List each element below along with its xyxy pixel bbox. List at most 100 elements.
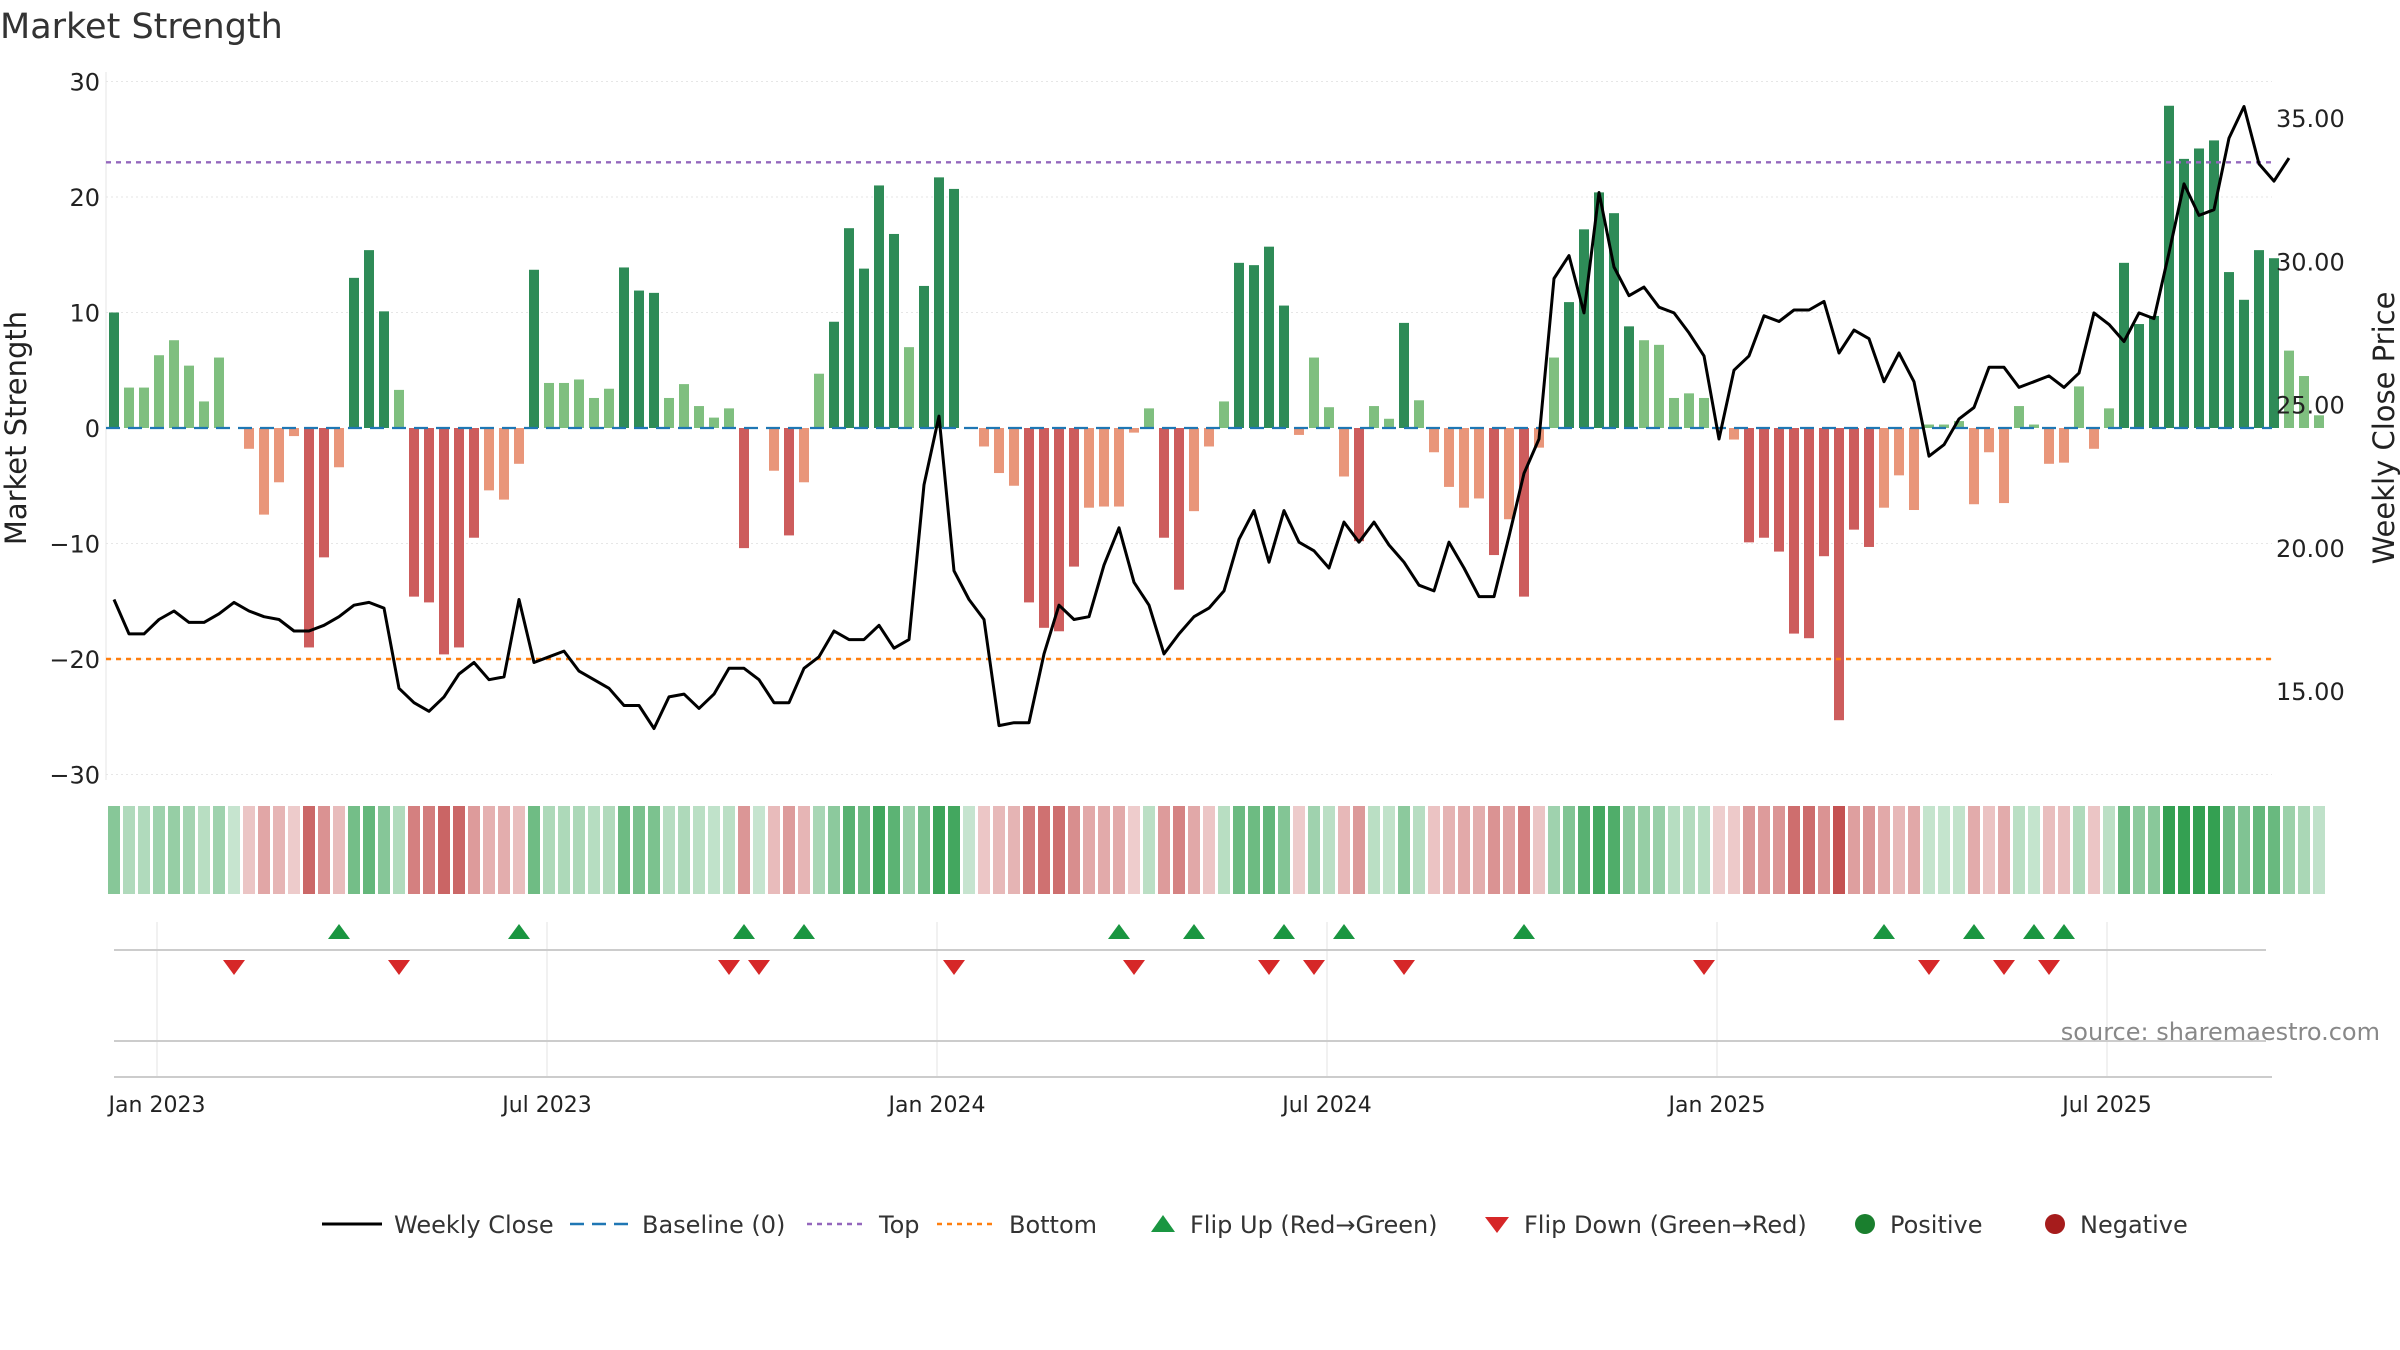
strength-bar — [2209, 140, 2219, 428]
strength-bar — [169, 340, 179, 428]
legend-label: Negative — [2080, 1211, 2188, 1239]
strength-bar — [2074, 386, 2084, 428]
strength-bar — [1279, 305, 1289, 428]
heat-cell — [1728, 806, 1740, 894]
heat-cell — [978, 806, 990, 894]
strength-bar — [949, 188, 959, 428]
heat-cell — [2253, 806, 2265, 894]
heat-cell — [2133, 806, 2145, 894]
heat-cell — [2283, 806, 2295, 894]
strength-bar — [1969, 428, 1979, 505]
heat-cell — [2193, 806, 2205, 894]
source-credit: source: sharemaestro.com — [2061, 1018, 2380, 1046]
heat-cell — [1548, 806, 1560, 894]
flip-down-marker — [2038, 960, 2060, 975]
heat-cell — [2058, 806, 2070, 894]
heat-cell — [948, 806, 960, 894]
heat-cell — [318, 806, 330, 894]
heat-cell — [1848, 806, 1860, 894]
strength-bar — [1024, 428, 1034, 603]
strength-bar — [1774, 428, 1784, 552]
flip-up-marker — [1873, 924, 1895, 939]
strength-bar — [484, 428, 494, 491]
heat-cell — [393, 806, 405, 894]
legend-label: Weekly Close — [394, 1211, 554, 1239]
date-axis: Jan 2023 Jul 2023 Jan 2024 Jul 2024 Jan 2025… — [107, 1040, 2272, 1118]
strength-bar — [2014, 406, 2024, 428]
strength-bar — [2044, 428, 2054, 464]
heat-cell — [828, 806, 840, 894]
heat-cell — [363, 806, 375, 894]
heat-cell — [1938, 806, 1950, 894]
flip-up-marker — [1333, 924, 1355, 939]
strength-bar — [349, 277, 359, 428]
strength-bar — [1054, 428, 1064, 632]
flip-up-marker — [1183, 924, 1205, 939]
flip-down-marker — [1918, 960, 1940, 975]
strength-bar — [2284, 350, 2294, 428]
date-tick-label: Jan 2023 — [107, 1093, 206, 1118]
flip-up-marker — [508, 924, 530, 939]
strength-bar — [634, 290, 644, 428]
strength-bar — [1924, 424, 1934, 428]
left-tick-label: −10 — [49, 531, 100, 559]
flip-up-marker — [1963, 924, 1985, 939]
heat-cell — [1593, 806, 1605, 894]
left-axis-label: Market Strength — [0, 311, 33, 545]
heat-cell — [108, 806, 120, 894]
strength-bar — [904, 347, 914, 428]
heat-cell — [1413, 806, 1425, 894]
heat-cell — [543, 806, 555, 894]
heat-cell — [243, 806, 255, 894]
strength-bar — [1759, 428, 1769, 538]
strength-bar — [394, 389, 404, 428]
heat-cell — [1383, 806, 1395, 894]
heat-cell — [648, 806, 660, 894]
heat-cell — [1488, 806, 1500, 894]
heat-cell — [963, 806, 975, 894]
legend-item-top: Top — [807, 1211, 920, 1239]
chart-title: Market Strength — [0, 7, 283, 47]
strength-bar — [334, 428, 344, 468]
heat-cell — [1368, 806, 1380, 894]
strength-bar — [1939, 424, 1949, 428]
strength-bar — [214, 357, 224, 428]
heat-cell — [708, 806, 720, 894]
strength-bar — [919, 285, 929, 428]
flip-down-marker — [748, 960, 770, 975]
strength-bar — [274, 428, 284, 483]
strength-bar — [544, 382, 554, 428]
heat-cell — [333, 806, 345, 894]
strength-bar — [829, 321, 839, 428]
flip-down-marker — [1258, 960, 1280, 975]
heat-cell — [1113, 806, 1125, 894]
heat-cell — [1128, 806, 1140, 894]
date-tick-label: Jul 2024 — [1280, 1093, 1372, 1118]
right-axis-ticks: 35.00 30.00 25.00 20.00 15.00 — [2276, 105, 2345, 706]
heat-cell — [1218, 806, 1230, 894]
flip-up-marker — [1273, 924, 1295, 939]
heat-cell — [423, 806, 435, 894]
heat-cell — [1098, 806, 1110, 894]
heat-cell — [123, 806, 135, 894]
heat-cell — [1758, 806, 1770, 894]
heat-cell — [408, 806, 420, 894]
heat-cell — [888, 806, 900, 894]
strength-bar — [409, 428, 419, 597]
flip-down-marker — [1693, 960, 1715, 975]
left-tick-label: 0 — [85, 415, 100, 443]
heat-cell — [1053, 806, 1065, 894]
heat-cell — [273, 806, 285, 894]
heat-cell — [2208, 806, 2220, 894]
heat-cell — [633, 806, 645, 894]
strength-bar — [604, 388, 614, 428]
strength-bar — [1999, 428, 2009, 504]
left-tick-label: 30 — [69, 69, 100, 97]
flip-down-marker — [1303, 960, 1325, 975]
strength-bar — [1429, 428, 1439, 453]
strength-bar — [664, 397, 674, 428]
strength-bar — [844, 228, 854, 428]
strength-bar — [1744, 428, 1754, 543]
heat-cell — [1818, 806, 1830, 894]
legend-label: Baseline (0) — [642, 1211, 785, 1239]
